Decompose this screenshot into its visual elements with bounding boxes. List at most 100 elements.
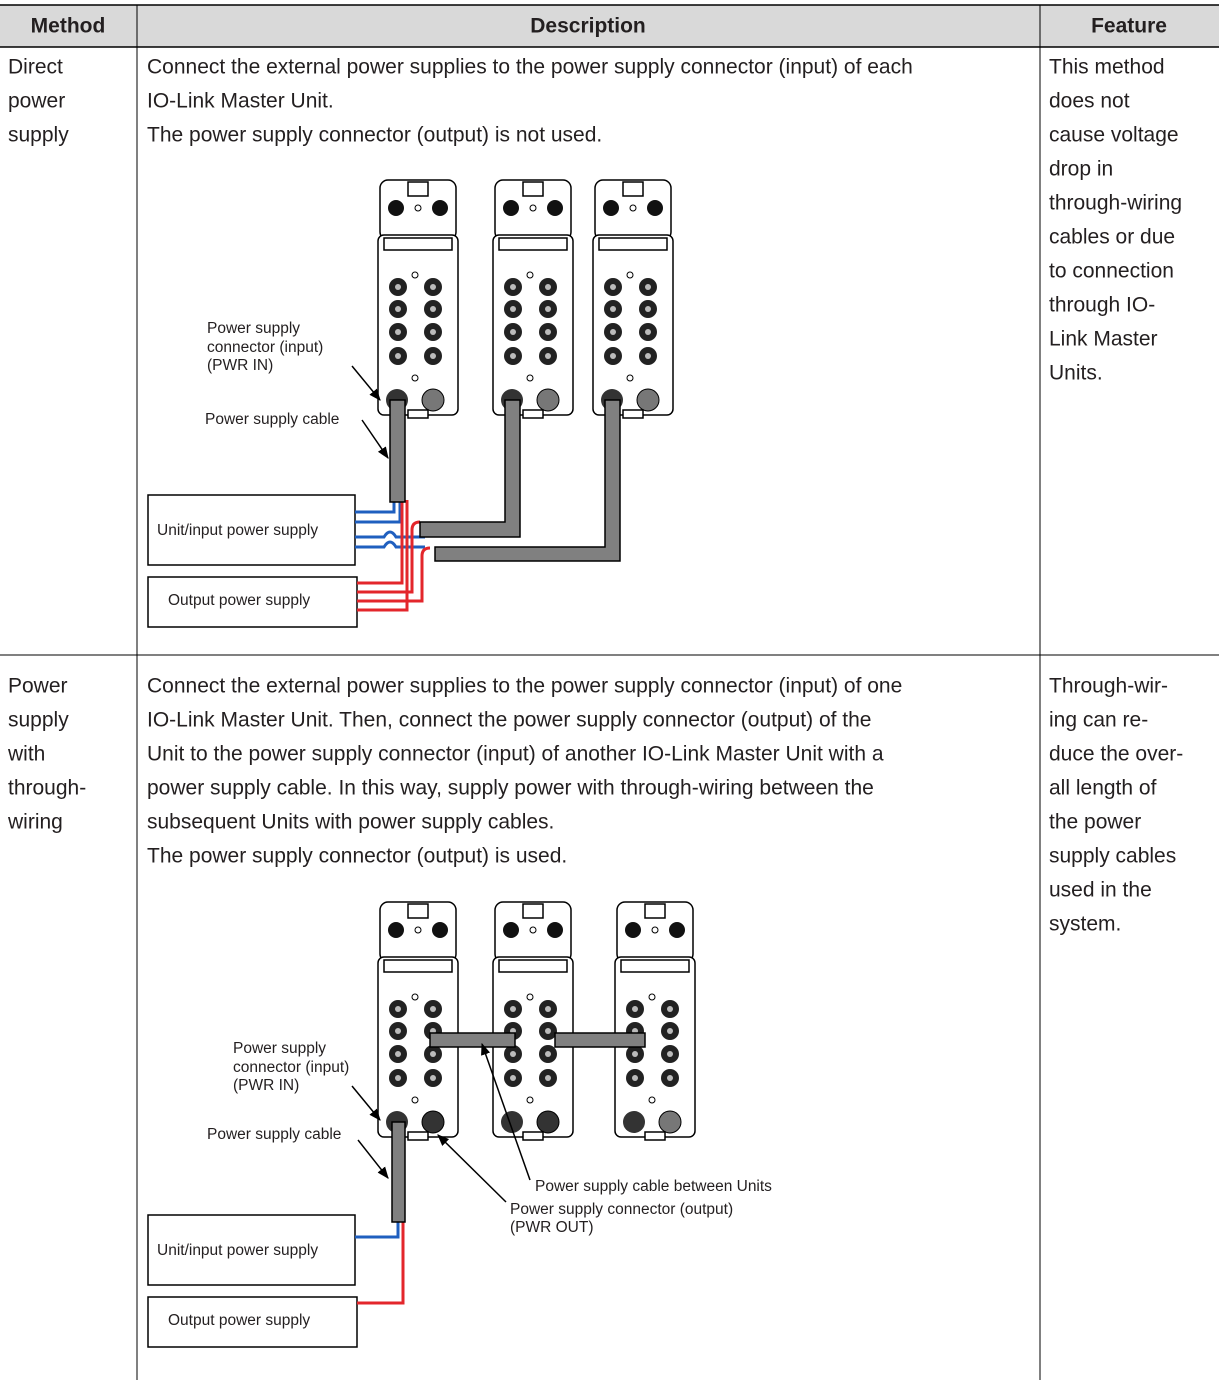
connector-pin [667, 1028, 673, 1034]
unit-foot [522, 409, 544, 419]
figure-label: connector (input) [233, 1059, 349, 1076]
description-text: power supply cable. In this way, supply … [147, 777, 874, 800]
pwr-out [658, 1110, 682, 1134]
unit-body [592, 234, 674, 416]
connector-pin [545, 1051, 551, 1057]
connector-pin [667, 1075, 673, 1081]
figure-label: (PWR IN) [233, 1077, 299, 1094]
unit-plate [498, 237, 568, 251]
feature-text: Through-wir- [1049, 675, 1168, 698]
description-text: Connect the external power supplies to t… [147, 675, 902, 698]
figure-label: Power supply connector (output) [510, 1201, 733, 1218]
description-text: Unit to the power supply connector (inpu… [147, 743, 884, 766]
connector-pin [545, 329, 551, 335]
connector-pin [510, 1051, 516, 1057]
connector-pin [632, 1006, 638, 1012]
connector-pin [610, 284, 616, 290]
figure-label: Power supply [233, 1040, 326, 1057]
unit-foot [407, 409, 429, 419]
figure-label: Power supply cable [205, 411, 339, 428]
figure-label: Unit/input power supply [157, 1242, 318, 1259]
pwr-out [636, 388, 660, 412]
description-text: IO-Link Master Unit. [147, 90, 334, 113]
connector-pin [510, 353, 516, 359]
connector-pin [610, 329, 616, 335]
port [547, 922, 563, 938]
unit-tab [522, 903, 544, 919]
connector-pin [430, 306, 436, 312]
feature-text: cables or due [1049, 226, 1175, 249]
unit-plate [620, 959, 690, 973]
header-row [0, 5, 1219, 47]
unit-foot [522, 1131, 544, 1141]
connector-pin [395, 1051, 401, 1057]
feature-text: all length of [1049, 777, 1157, 800]
figure-label: (PWR IN) [207, 357, 273, 374]
connector-pin [545, 1006, 551, 1012]
header-cell: Feature [1091, 15, 1167, 38]
feature-text: duce the over- [1049, 743, 1183, 766]
unit-tab [644, 903, 666, 919]
hole [411, 374, 419, 382]
io-link-unit [492, 179, 574, 419]
unit-body [492, 234, 574, 416]
feature-text: Units. [1049, 362, 1103, 385]
description-text: IO-Link Master Unit. Then, connect the p… [147, 709, 872, 732]
hole [411, 271, 419, 279]
pwr-out [421, 388, 445, 412]
port [669, 922, 685, 938]
description-text: The power supply connector (output) is n… [147, 124, 602, 147]
hole [411, 1096, 419, 1104]
figure-label: Output power supply [168, 1312, 310, 1329]
hole [526, 374, 534, 382]
hole [651, 926, 659, 934]
method-text: supply [8, 709, 69, 732]
port [432, 200, 448, 216]
header-cell: Method [31, 15, 106, 38]
connector-pin [395, 1075, 401, 1081]
figure-label: Power supply cable between Units [535, 1178, 772, 1195]
connector-pin [510, 284, 516, 290]
hole [648, 993, 656, 1001]
port [603, 200, 619, 216]
port [547, 200, 563, 216]
connector-pin [510, 306, 516, 312]
feature-text: supply cables [1049, 845, 1176, 868]
hole [626, 271, 634, 279]
pwr-out [421, 1110, 445, 1134]
feature-text: through-wiring [1049, 192, 1182, 215]
connector-pin [395, 284, 401, 290]
figure-direct [147, 365, 621, 628]
io-link-unit [377, 901, 459, 1141]
feature-text: system. [1049, 913, 1121, 936]
pwr-in [623, 1111, 645, 1133]
connector-pin [545, 306, 551, 312]
pwr-out [536, 1110, 560, 1134]
unit-plate [383, 237, 453, 251]
feature-text: does not [1049, 90, 1130, 113]
unit-tab [407, 181, 429, 197]
unit-tab [622, 181, 644, 197]
io-link-unit [614, 901, 696, 1141]
figure-label: Power supply cable [207, 1126, 341, 1143]
hole [648, 1096, 656, 1104]
io-link-unit [377, 179, 459, 419]
hole [529, 204, 537, 212]
connector-pin [395, 1006, 401, 1012]
method-text: Direct [8, 56, 63, 79]
hole [629, 204, 637, 212]
connector-pin [395, 329, 401, 335]
connector-pin [510, 1006, 516, 1012]
feature-text: cause voltage [1049, 124, 1179, 147]
description-text: The power supply connector (output) is u… [147, 845, 567, 868]
connector-pin [430, 329, 436, 335]
unit-plate [598, 237, 668, 251]
feature-text: drop in [1049, 158, 1113, 181]
port [432, 922, 448, 938]
figure-label: Output power supply [168, 592, 310, 609]
feature-text: the power [1049, 811, 1141, 834]
port [388, 200, 404, 216]
connector-pin [510, 329, 516, 335]
method-text: power [8, 90, 65, 113]
connector-pin [395, 1028, 401, 1034]
